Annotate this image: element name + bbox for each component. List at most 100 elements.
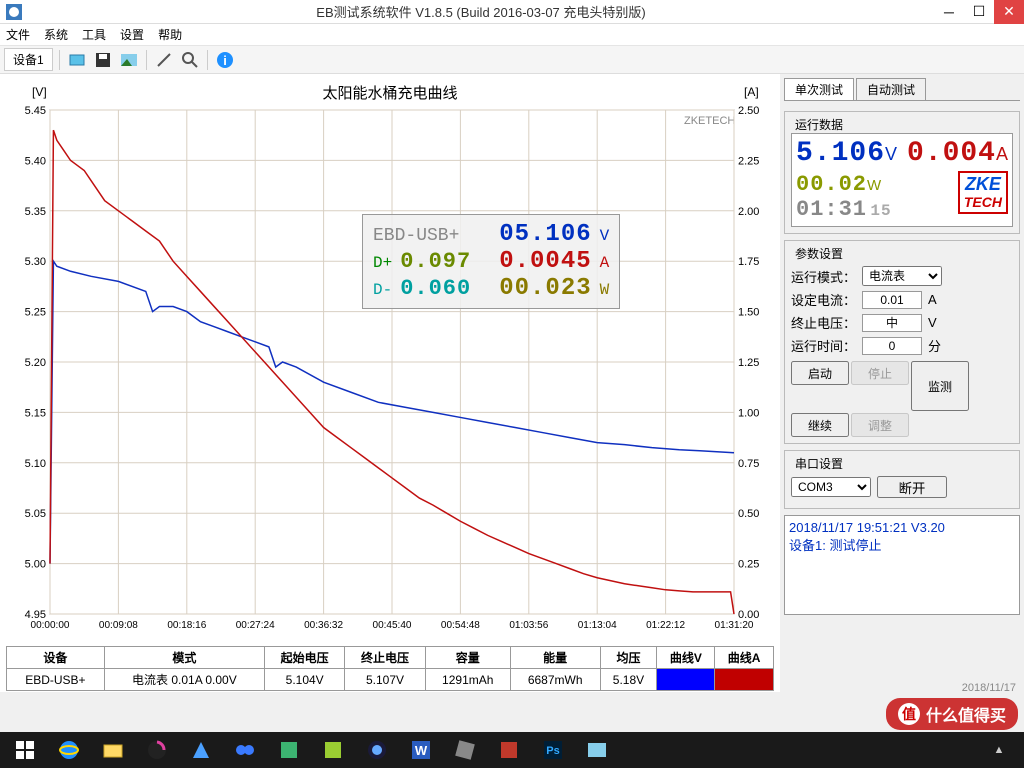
adjust-button[interactable]: 调整	[851, 413, 909, 437]
overlay-dminus: 0.060	[400, 276, 471, 301]
app9-icon[interactable]	[576, 735, 618, 765]
open-icon[interactable]	[66, 49, 88, 71]
watermark-icon: 值	[898, 703, 920, 725]
svg-text:5.45: 5.45	[25, 105, 46, 117]
com-select[interactable]: COM3	[791, 477, 871, 497]
save-icon[interactable]	[92, 49, 114, 71]
info-icon[interactable]: i	[214, 49, 236, 71]
stop-button[interactable]: 停止	[851, 361, 909, 385]
watermark-date: 2018/11/17	[962, 682, 1016, 694]
svg-text:01:13:04: 01:13:04	[578, 620, 617, 631]
cutoff-input[interactable]	[862, 314, 922, 332]
explorer-icon[interactable]	[92, 735, 134, 765]
app2-icon[interactable]	[180, 735, 222, 765]
table-header: 曲线A	[715, 647, 774, 669]
svg-text:01:03:56: 01:03:56	[509, 620, 548, 631]
table-header: 曲线V	[657, 647, 715, 669]
svg-text:1.50: 1.50	[738, 307, 759, 319]
overlay-dplus-label: D+	[373, 254, 392, 272]
svg-text:1.25: 1.25	[738, 357, 759, 369]
svg-text:[A]: [A]	[744, 85, 759, 99]
tab-auto[interactable]: 自动测试	[856, 78, 926, 100]
toolbar: 设备1 i	[0, 46, 1024, 74]
tab-single[interactable]: 单次测试	[784, 78, 854, 100]
svg-text:00:27:24: 00:27:24	[236, 620, 275, 631]
device-tab[interactable]: 设备1	[4, 48, 53, 71]
minimize-button[interactable]: ─	[934, 0, 964, 24]
overlay-voltage: 05.106	[499, 221, 591, 248]
maximize-button[interactable]: ☐	[964, 0, 994, 24]
lcd-voltage: 5.106	[796, 138, 885, 169]
continue-button[interactable]: 继续	[791, 413, 849, 437]
titlebar: EB测试系统软件 V1.8.5 (Build 2016-03-07 充电头特别版…	[0, 0, 1024, 24]
tools-icon[interactable]	[153, 49, 175, 71]
svg-text:5.00: 5.00	[25, 559, 46, 571]
log-box: 2018/11/17 19:51:21 V3.20 设备1: 测试停止	[784, 515, 1020, 615]
image-icon[interactable]	[118, 49, 140, 71]
start-button-icon[interactable]	[4, 735, 46, 765]
menu-system[interactable]: 系统	[44, 26, 68, 43]
app3-icon[interactable]	[224, 735, 266, 765]
svg-text:2.50: 2.50	[738, 105, 759, 117]
svg-text:5.10: 5.10	[25, 458, 46, 470]
watermark: 值 什么值得买	[886, 698, 1018, 730]
svg-text:0.50: 0.50	[738, 508, 759, 520]
menubar: 文件 系统 工具 设置 帮助	[0, 24, 1024, 46]
mode-select[interactable]: 电流表	[862, 266, 942, 286]
svg-text:00:00:00: 00:00:00	[31, 620, 70, 631]
chart: 太阳能水桶充电曲线[V][A]ZKETECH4.955.005.055.105.…	[8, 82, 772, 642]
svg-text:01:31:20: 01:31:20	[715, 620, 754, 631]
svg-text:00:54:48: 00:54:48	[441, 620, 480, 631]
table-header: 容量	[425, 647, 510, 669]
app7-icon[interactable]	[444, 735, 486, 765]
svg-text:2.25: 2.25	[738, 155, 759, 167]
disconnect-button[interactable]: 断开	[877, 476, 947, 498]
search-icon[interactable]	[179, 49, 201, 71]
overlay-power: 00.023	[499, 275, 591, 302]
svg-text:00:45:40: 00:45:40	[373, 620, 412, 631]
lcd-power: 00.02	[796, 172, 867, 197]
svg-text:01:22:12: 01:22:12	[646, 620, 685, 631]
menu-tools[interactable]: 工具	[82, 26, 106, 43]
svg-text:1.75: 1.75	[738, 256, 759, 268]
monitor-button[interactable]: 监测	[911, 361, 969, 411]
run-data-panel: 运行数据 5.106V 0.004A 00.02W 01:31 15 ZKE T…	[784, 111, 1020, 234]
table-header: 模式	[104, 647, 264, 669]
svg-text:2.00: 2.00	[738, 206, 759, 218]
log-line-2: 设备1: 测试停止	[789, 535, 1015, 554]
ps-icon[interactable]: Ps	[532, 735, 574, 765]
table-cell: 电流表 0.01A 0.00V	[104, 669, 264, 691]
word-icon[interactable]: W	[400, 735, 442, 765]
ie-icon[interactable]	[48, 735, 90, 765]
svg-text:[V]: [V]	[32, 85, 47, 99]
svg-text:Ps: Ps	[546, 745, 559, 757]
svg-text:00:36:32: 00:36:32	[304, 620, 343, 631]
zketech-logo: ZKE TECH	[958, 171, 1008, 214]
time-input[interactable]	[862, 337, 922, 355]
app5-icon[interactable]	[312, 735, 354, 765]
lcd-time: 01:31	[796, 197, 867, 222]
window-title: EB测试系统软件 V1.8.5 (Build 2016-03-07 充电头特别版…	[28, 2, 934, 21]
current-input[interactable]	[862, 291, 922, 309]
app4-icon[interactable]	[268, 735, 310, 765]
tray-icon[interactable]: ▲	[978, 735, 1020, 765]
svg-text:5.35: 5.35	[25, 206, 46, 218]
table-cell: 1291mAh	[425, 669, 510, 691]
app1-icon[interactable]	[136, 735, 178, 765]
menu-settings[interactable]: 设置	[120, 26, 144, 43]
menu-file[interactable]: 文件	[6, 26, 30, 43]
app6-icon[interactable]	[356, 735, 398, 765]
svg-text:5.40: 5.40	[25, 155, 46, 167]
svg-text:0.75: 0.75	[738, 458, 759, 470]
table-cell: 5.104V	[265, 669, 345, 691]
svg-text:1.00: 1.00	[738, 407, 759, 419]
close-button[interactable]: ✕	[994, 0, 1024, 24]
menu-help[interactable]: 帮助	[158, 26, 182, 43]
svg-text:5.30: 5.30	[25, 256, 46, 268]
port-panel: 串口设置 COM3 断开	[784, 450, 1020, 509]
log-line-1: 2018/11/17 19:51:21 V3.20	[789, 520, 1015, 535]
svg-text:5.05: 5.05	[25, 508, 46, 520]
app8-icon[interactable]	[488, 735, 530, 765]
table-cell: 6687mWh	[510, 669, 600, 691]
start-button[interactable]: 启动	[791, 361, 849, 385]
